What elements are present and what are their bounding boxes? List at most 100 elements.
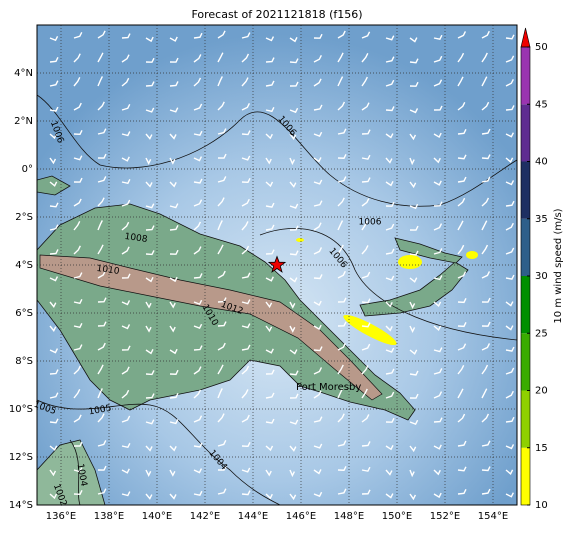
- contour: [37, 399, 281, 505]
- wind-barb: [337, 197, 345, 207]
- wind-barb: [97, 342, 106, 351]
- wind-barb: [457, 31, 467, 39]
- wind-barb: [145, 445, 153, 452]
- wind-barb: [193, 415, 203, 423]
- wind-barb: [193, 345, 203, 351]
- wind-barb: [337, 440, 347, 447]
- wind-barb: [145, 203, 155, 209]
- wind-barb: [121, 415, 131, 423]
- wind-barb: [193, 156, 203, 162]
- wind-barb: [193, 389, 202, 399]
- wind-barb: [97, 76, 104, 87]
- wind-barb: [505, 367, 515, 375]
- wind-barb: [481, 52, 488, 63]
- wind-barb: [385, 391, 395, 399]
- wind-barb: [169, 493, 177, 500]
- wind-barb: [505, 55, 515, 63]
- wind-barb: [121, 221, 130, 231]
- wind-barb: [73, 272, 83, 279]
- wind-barb: [481, 343, 491, 351]
- wind-barb: [265, 181, 274, 188]
- x-tick-label: 142°E: [190, 511, 220, 522]
- wind-barb: [217, 76, 223, 87]
- contour-label: 1008: [124, 232, 148, 245]
- colorbar-tick-label: 45: [535, 99, 548, 110]
- wind-barb: [457, 76, 464, 87]
- wind-barb: [289, 445, 297, 452]
- wind-barb: [313, 443, 323, 449]
- x-tick-label: 154°E: [478, 511, 508, 522]
- wind-barb: [505, 34, 515, 40]
- wind-barb: [121, 33, 131, 39]
- wind-barb: [481, 297, 491, 303]
- wind-barb: [481, 76, 488, 87]
- wind-barb: [433, 180, 442, 186]
- wind-barb: [481, 488, 491, 495]
- wind-barb: [265, 325, 273, 333]
- y-tick-label: 2°S: [15, 212, 33, 223]
- wind-barb: [193, 299, 203, 306]
- wind-barb: [337, 76, 344, 87]
- wind-barb: [121, 300, 131, 306]
- wind-barb: [265, 445, 274, 452]
- colorbar-label: 10 m wind speed (m/s): [553, 208, 564, 323]
- wind-barb: [337, 244, 344, 255]
- wind-barb: [313, 222, 322, 231]
- wind-barb: [97, 364, 104, 375]
- wind-barb: [361, 466, 371, 472]
- wind-barb: [289, 157, 296, 166]
- wind-barb: [361, 198, 370, 207]
- wind-barb: [361, 343, 371, 351]
- wind-barb: [505, 180, 515, 186]
- wind-barb: [49, 35, 59, 42]
- wind-barb: [241, 77, 249, 87]
- wind-barb: [433, 223, 443, 231]
- wind-barb: [73, 102, 82, 111]
- wind-barb: [361, 129, 371, 135]
- wind-barb: [481, 220, 488, 231]
- wind-barb: [433, 492, 442, 499]
- wind-barb: [49, 157, 57, 165]
- wind-barb: [169, 469, 176, 477]
- wind-barb: [97, 30, 106, 39]
- wind-barb: [193, 442, 203, 448]
- contour: [259, 228, 517, 341]
- wind-barb: [457, 102, 466, 111]
- wind-barb: [145, 57, 155, 63]
- colorbar-tick-label: 30: [535, 271, 548, 282]
- y-tick-label: 14°S: [9, 500, 33, 511]
- wind-barb: [313, 346, 323, 352]
- colorbar-tick-label: 20: [535, 386, 548, 397]
- wind-barb: [385, 469, 393, 476]
- wind-barb: [73, 198, 82, 207]
- wind-barb: [73, 177, 83, 183]
- wind-barb: [265, 224, 275, 231]
- wind-barb: [97, 244, 104, 255]
- wind-barb: [361, 365, 369, 375]
- wind-barb: [145, 419, 155, 425]
- x-tick-label: 148°E: [334, 511, 364, 522]
- wind-barb: [193, 199, 203, 207]
- wind-barb: [169, 276, 178, 283]
- wind-barb: [217, 297, 227, 303]
- wind-barb: [217, 342, 226, 351]
- wind-barb: [457, 271, 467, 279]
- wind-barb: [145, 250, 155, 256]
- wind-barb: [337, 388, 344, 399]
- wind-barb: [265, 369, 275, 375]
- wind-barb: [337, 220, 344, 231]
- x-tick-label: 138°E: [94, 511, 124, 522]
- wind-barb: [433, 417, 443, 423]
- colorbar-tick-label: 15: [535, 443, 548, 454]
- wind-barb: [73, 414, 82, 423]
- wind-barb: [457, 388, 464, 399]
- wind-barb: [169, 325, 176, 333]
- wind-barb: [241, 155, 251, 161]
- wind-barb: [433, 368, 443, 375]
- wind-barb: [433, 275, 443, 281]
- wind-barb: [145, 133, 153, 140]
- wind-barb: [481, 413, 490, 423]
- wind-barb: [169, 348, 178, 355]
- map-frame: [36, 24, 518, 506]
- wind-barb: [361, 388, 368, 399]
